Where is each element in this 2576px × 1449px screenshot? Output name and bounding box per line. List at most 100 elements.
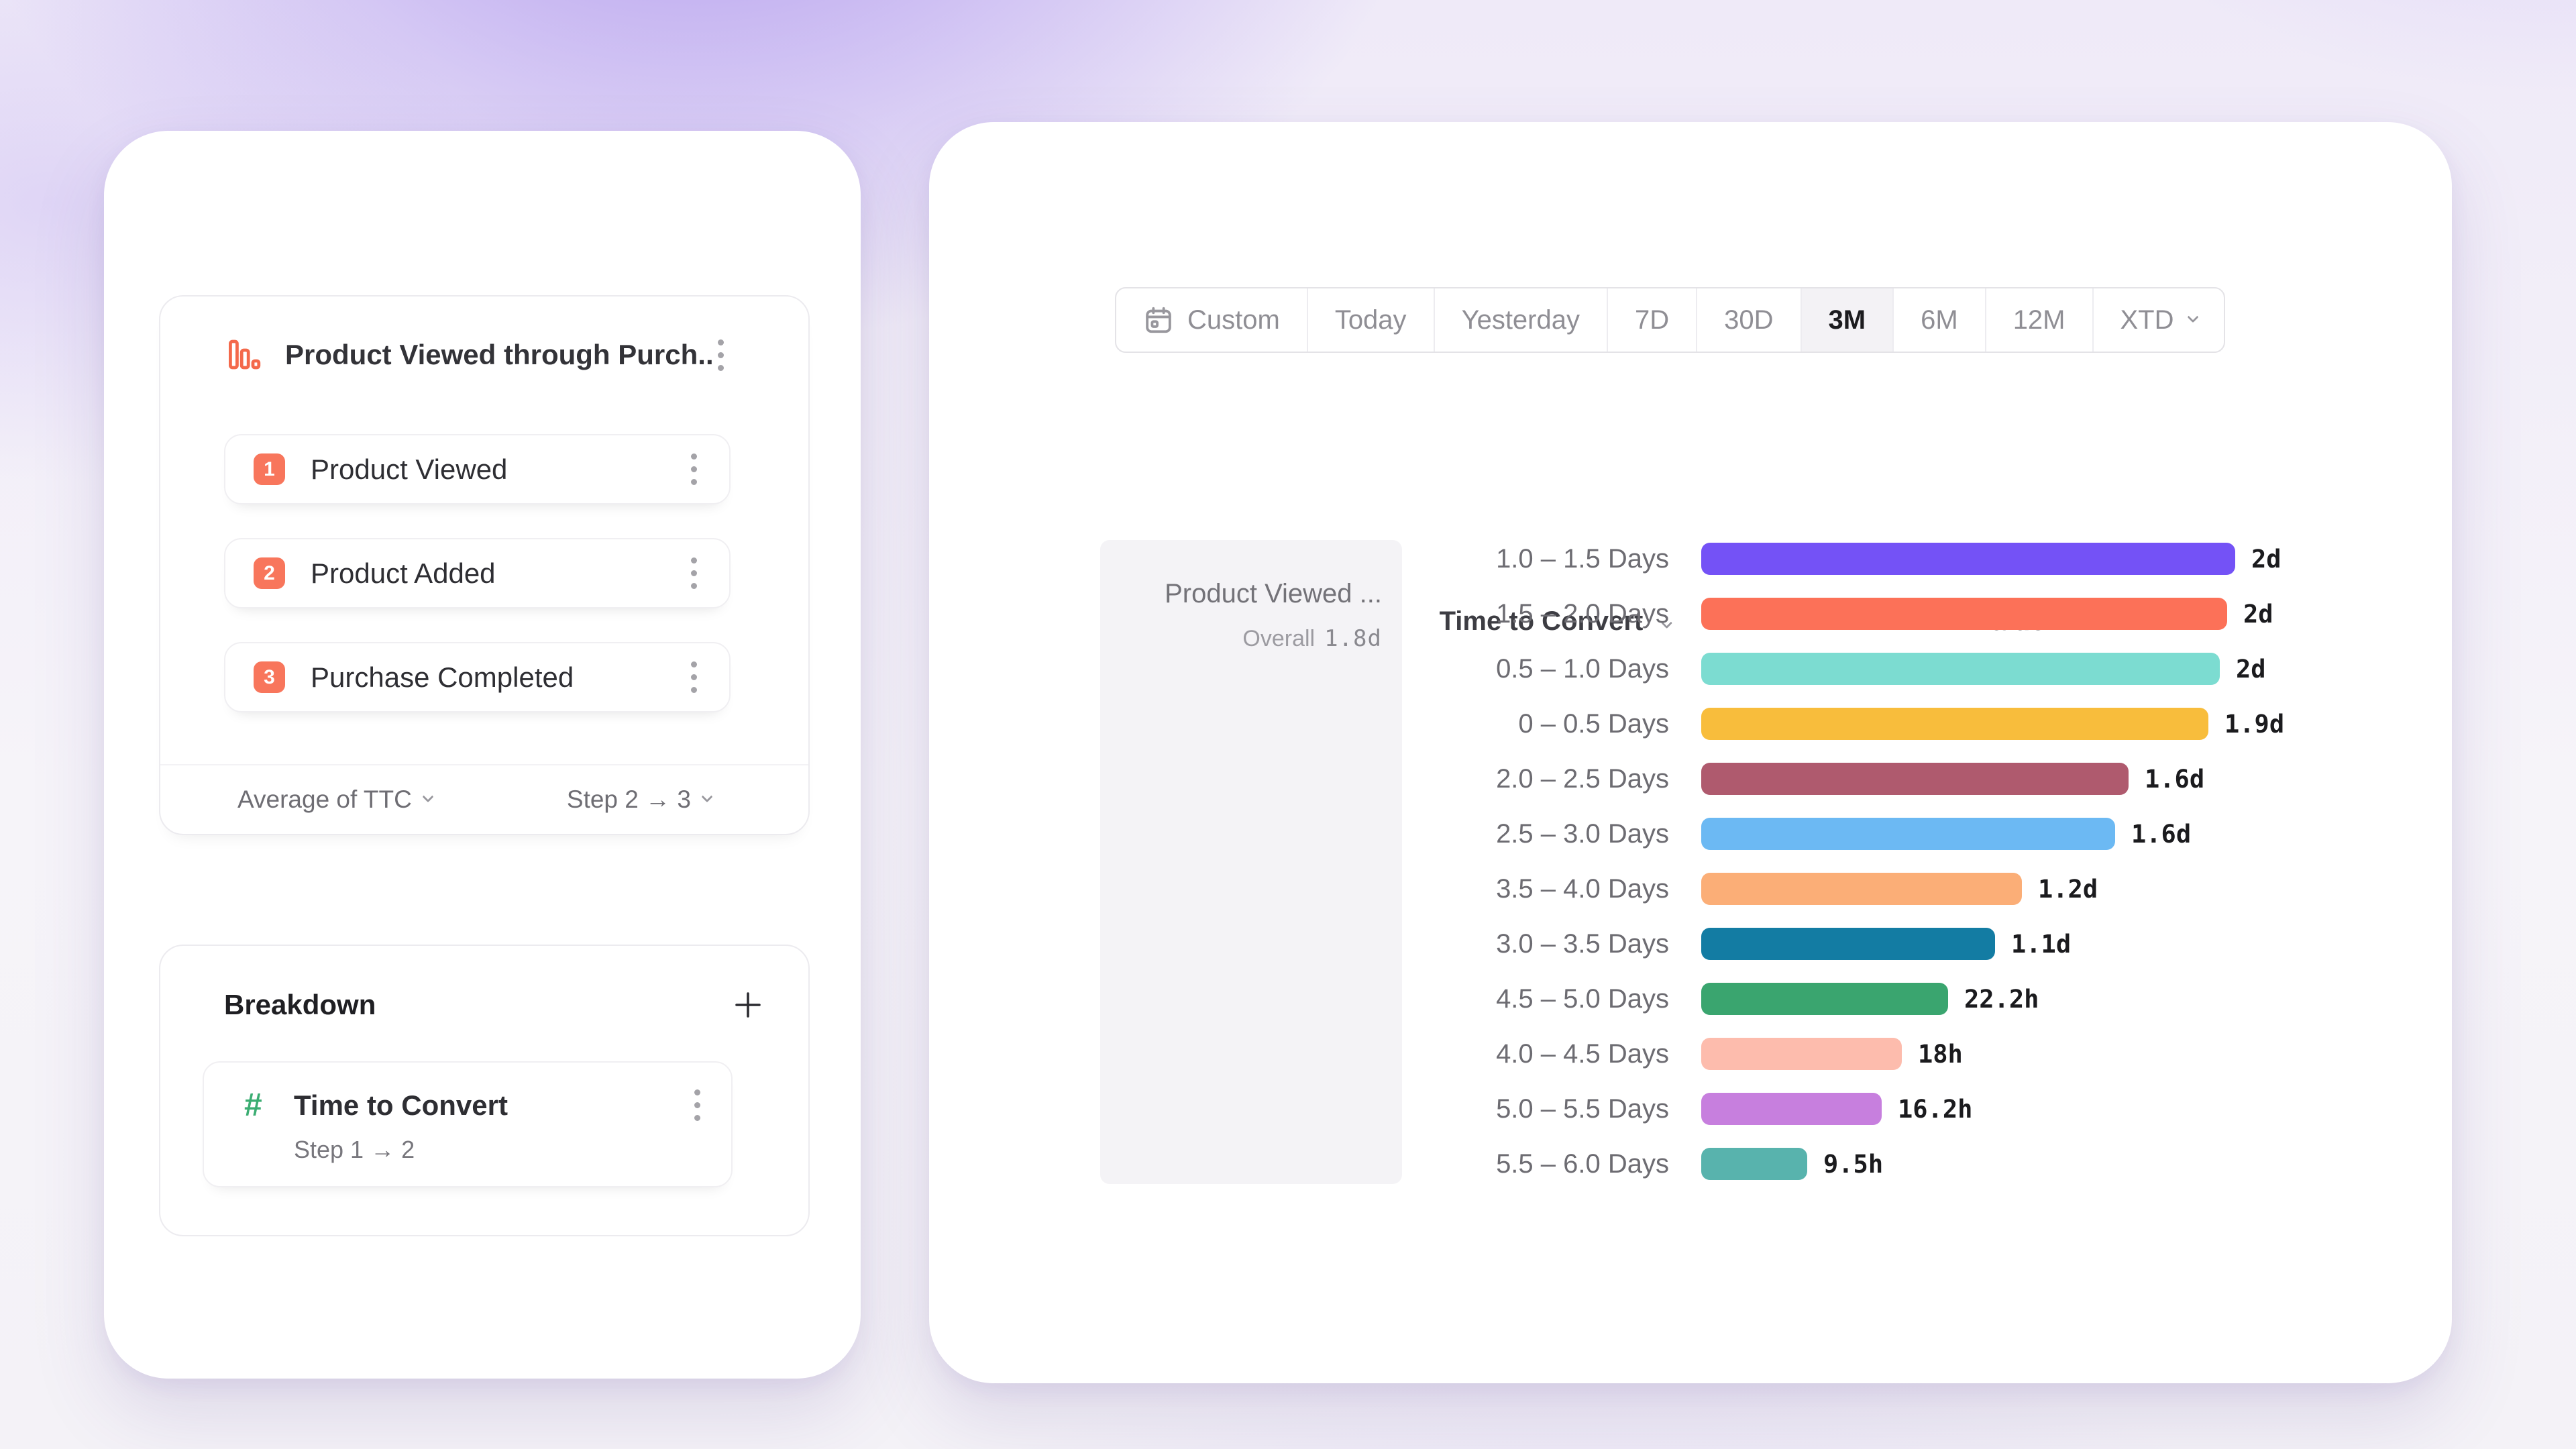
value-bar[interactable] (1701, 873, 2022, 905)
add-breakdown-button[interactable] (731, 987, 765, 1022)
bar-value-label: 18h (1918, 1039, 1963, 1069)
funnel-chart-icon (227, 337, 262, 372)
step-kebab-menu-icon[interactable] (687, 657, 701, 697)
step-kebab-menu-icon[interactable] (687, 449, 701, 489)
breakdown-section-title: Breakdown (224, 989, 376, 1020)
date-range-label: 12M (2012, 305, 2065, 335)
bar-value-label: 9.5h (1823, 1149, 1884, 1179)
aggregation-label: Average of TTC (237, 786, 412, 813)
funnel-group-name: Product Viewed ... (1165, 579, 1382, 608)
step-number-badge: 3 (254, 661, 285, 693)
chart-row: 5.0 – 5.5 Days 16.2h (1402, 1081, 2284, 1136)
date-range-picker: Custom Today Yesterday 7D 30D 3M 6M 12M XTD (1115, 287, 2225, 353)
bar-value-label: 1.6d (2131, 819, 2192, 849)
funnel-name: Product Viewed through Purch... (285, 339, 714, 370)
breakdown-header-row: Breakdown (160, 946, 808, 1022)
aggregation-dropdown[interactable]: Average of TTC (237, 786, 434, 814)
column-header-time-to-convert[interactable]: Time to Convert (1439, 606, 1672, 637)
bucket-label: 5.5 – 6.0 Days (1496, 1148, 1669, 1179)
bar-value-label: 1.9d (2224, 709, 2285, 739)
funnel-step-2[interactable]: 2 Product Added (224, 538, 731, 608)
value-bar[interactable] (1701, 1093, 1882, 1125)
step-label: Purchase Completed (311, 661, 574, 693)
bucket-label: 2.5 – 3.0 Days (1496, 818, 1669, 849)
bucket-label: 2.0 – 2.5 Days (1496, 763, 1669, 794)
step-kebab-menu-icon[interactable] (687, 553, 701, 593)
calendar-icon (1146, 307, 1171, 333)
chart-row: 4.5 – 5.0 Days 22.2h (1402, 971, 2284, 1026)
date-range-label: 7D (1635, 305, 1670, 335)
funnel-step-1[interactable]: 1 Product Viewed (224, 434, 731, 504)
column-header-label: Time to Convert (1439, 606, 1644, 636)
breakdown-item[interactable]: # Time to Convert Step 1 → 2 (203, 1061, 733, 1187)
date-range-7d[interactable]: 7D (1608, 288, 1698, 352)
chart-row: 1.0 – 1.5 Days 2d (1402, 531, 2284, 586)
value-bar[interactable] (1701, 1038, 1902, 1070)
value-bar[interactable] (1701, 983, 1948, 1015)
step-number-badge: 2 (254, 557, 285, 589)
date-range-30d[interactable]: 30D (1697, 288, 1802, 352)
funnel-header-row[interactable]: Product Viewed through Purch... (160, 325, 808, 385)
bucket-label: 5.0 – 5.5 Days (1496, 1093, 1669, 1124)
breakdown-kebab-menu-icon[interactable] (690, 1085, 704, 1125)
bar-value-label: 1.2d (2038, 874, 2098, 904)
bucket-label: 0.5 – 1.0 Days (1496, 653, 1669, 684)
bucket-label: 4.5 – 5.0 Days (1496, 983, 1669, 1014)
chart-row: 2.5 – 3.0 Days 1.6d (1402, 806, 2284, 861)
metric-card: Product Viewed through Purch... 1 Produc… (159, 295, 810, 835)
date-range-yesterday[interactable]: Yesterday (1435, 288, 1608, 352)
funnel-step-3[interactable]: 3 Purchase Completed (224, 642, 731, 712)
value-bar[interactable] (1701, 1148, 1807, 1180)
step-label: Product Viewed (311, 453, 508, 485)
chart-row: 0 – 0.5 Days 1.9d (1402, 696, 2284, 751)
date-range-label: Yesterday (1461, 305, 1580, 335)
overall-label: Overall (1242, 626, 1316, 651)
bar-chart: 1.0 – 1.5 Days 2d 1.5 – 2.0 Days 2d 0.5 – 1.… (1402, 531, 2284, 1191)
date-range-label: 30D (1724, 305, 1774, 335)
metric-footer: Average of TTC Step 2 → 3 (160, 764, 808, 834)
step-range-label: Step 2 → 3 (566, 786, 691, 813)
breakdown-item-label: Time to Convert (294, 1089, 508, 1121)
overall-value: 1.8d (1324, 625, 1382, 652)
date-range-12m[interactable]: 12M (1986, 288, 2094, 352)
breakdown-step-range: Step 1 → 2 (294, 1136, 415, 1163)
bar-value-label: 2d (2251, 544, 2282, 574)
date-range-label: 3M (1828, 305, 1866, 335)
bar-value-label: 1.1d (2011, 929, 2072, 959)
value-bar[interactable] (1701, 818, 2115, 850)
funnel-steps-list: 1 Product Viewed 2 Product Added 3 Purch… (224, 434, 731, 746)
step-range-dropdown[interactable]: Step 2 → 3 (566, 786, 713, 814)
bar-value-label: 2d (2243, 599, 2273, 629)
value-bar[interactable] (1701, 763, 2129, 795)
value-bar[interactable] (1701, 598, 2227, 630)
bucket-label: 4.0 – 4.5 Days (1496, 1038, 1669, 1069)
date-range-custom[interactable]: Custom (1116, 288, 1308, 352)
date-range-6m[interactable]: 6M (1894, 288, 1986, 352)
value-bar[interactable] (1701, 708, 2208, 740)
bar-value-label: 1.6d (2145, 764, 2205, 794)
bucket-label: 1.5 – 2.0 Days (1496, 598, 1669, 629)
bar-value-label: 2d (2236, 654, 2266, 684)
funnel-kebab-menu-icon[interactable] (714, 335, 728, 375)
funnel-group-cell[interactable]: Product Viewed ... Overall 1.8d (1100, 540, 1402, 1184)
value-bar[interactable] (1701, 543, 2235, 575)
date-range-xtd[interactable]: XTD (2094, 288, 2224, 352)
bucket-label: 3.5 – 4.0 Days (1496, 873, 1669, 904)
chart-row: 3.5 – 4.0 Days 1.2d (1402, 861, 2284, 916)
chevron-down-icon (2187, 311, 2198, 323)
date-range-today[interactable]: Today (1308, 288, 1435, 352)
chart-row: 3.0 – 3.5 Days 1.1d (1402, 916, 2284, 971)
bucket-label: 3.0 – 3.5 Days (1496, 928, 1669, 959)
date-range-label: XTD (2120, 305, 2174, 335)
funnel-overall-row: Overall 1.8d (1100, 625, 1382, 652)
date-range-label: 6M (1921, 305, 1958, 335)
value-bar[interactable] (1701, 928, 1995, 960)
bar-value-label: 22.2h (1964, 984, 2039, 1014)
date-range-label: Custom (1187, 305, 1280, 335)
chart-row: 0.5 – 1.0 Days 2d (1402, 641, 2284, 696)
step-label: Product Added (311, 557, 496, 589)
value-bar[interactable] (1701, 653, 2220, 685)
bucket-label: 1.0 – 1.5 Days (1496, 543, 1669, 574)
breakdown-card: Breakdown # Time to Convert Step 1 → 2 (159, 945, 810, 1236)
date-range-3m[interactable]: 3M (1801, 288, 1894, 352)
